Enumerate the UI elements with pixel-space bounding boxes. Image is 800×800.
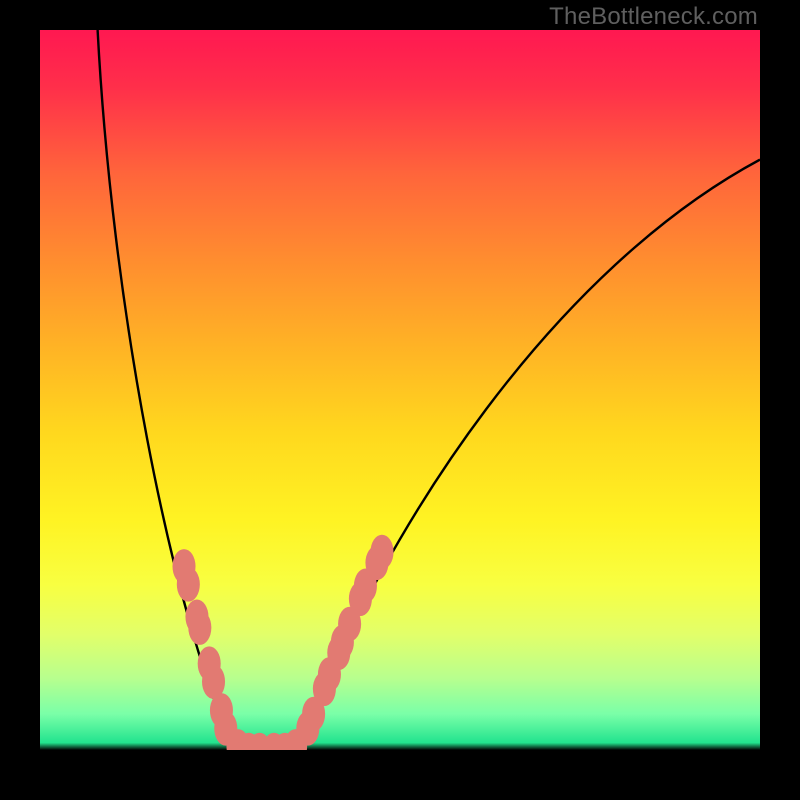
marker-point <box>370 535 393 570</box>
gradient-background <box>40 30 760 750</box>
outer-frame: TheBottleneck.com <box>0 0 800 800</box>
marker-point <box>177 567 200 602</box>
plot-area <box>40 30 760 750</box>
watermark-text: TheBottleneck.com <box>549 3 758 31</box>
marker-point <box>188 610 211 645</box>
chart-svg <box>40 30 760 750</box>
